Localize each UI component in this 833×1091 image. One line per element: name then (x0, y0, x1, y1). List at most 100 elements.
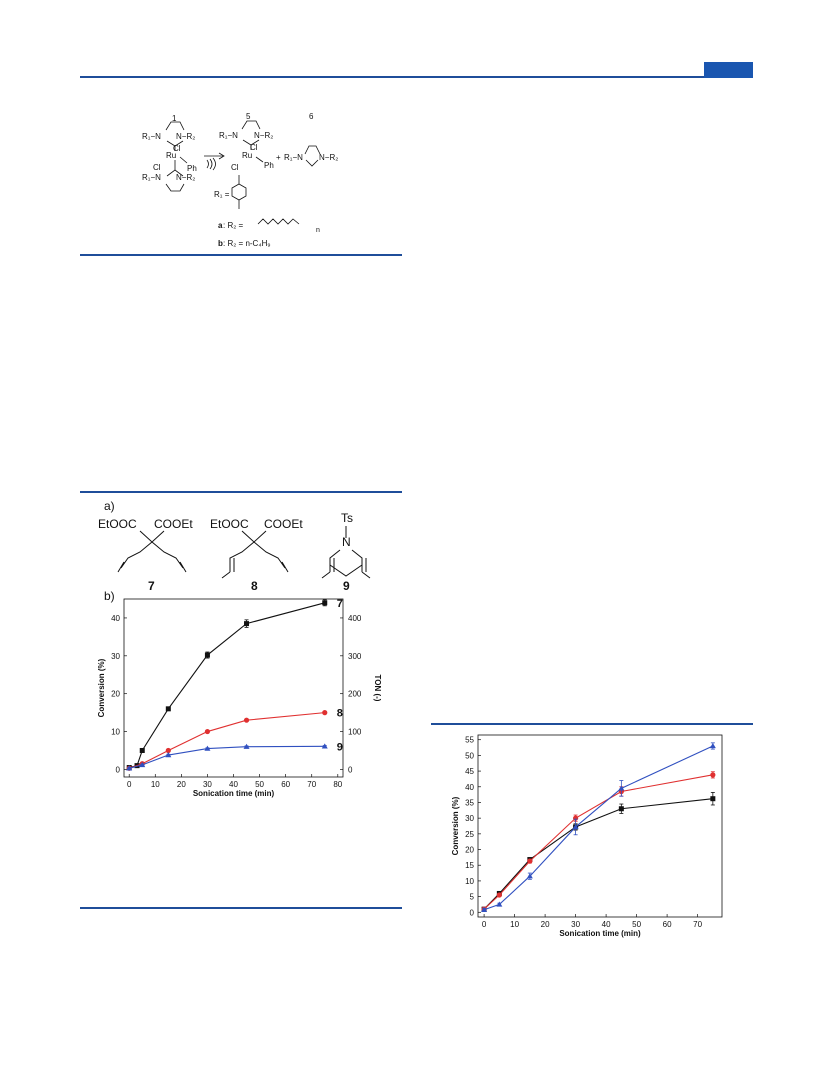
ester-left: EtOOC (98, 517, 137, 531)
data-point (526, 873, 533, 879)
data-point (322, 710, 328, 716)
nr2-label: N−R₂ (254, 131, 273, 140)
nr2-label: N−R₂ (176, 173, 195, 182)
y2-tick-label: 200 (348, 690, 362, 699)
scheme-bottom-rule (80, 254, 402, 256)
series-label: 9 (337, 741, 343, 753)
y2-axis-label: TON (-) (373, 675, 382, 702)
substrate-9 (321, 526, 371, 579)
x-tick-label: 10 (510, 920, 519, 929)
ph-label: Ph (264, 161, 274, 170)
data-point (165, 752, 172, 758)
a-definition: : R₂ = (223, 221, 244, 230)
figure-a-bottom-rule (80, 907, 402, 909)
x-tick-label: 20 (541, 920, 550, 929)
data-point (204, 728, 211, 735)
y-axis-label: Conversion (%) (97, 658, 106, 717)
data-point (496, 901, 503, 907)
y2-tick-label: 100 (348, 728, 362, 737)
x-tick-label: 40 (602, 920, 611, 929)
data-point (618, 785, 625, 791)
figure-a-top-rule (80, 491, 402, 493)
x-tick-label: 40 (229, 780, 238, 789)
substrate-7 (117, 530, 187, 573)
panel-label: b) (104, 589, 115, 603)
x-tick-label: 0 (482, 920, 487, 929)
imidazolidine-ring (304, 145, 321, 167)
r1n-label: R₁−N (142, 132, 161, 141)
series-line (483, 774, 713, 910)
data-point (139, 747, 145, 753)
x-tick-label: 70 (307, 780, 316, 789)
x-tick-label: 80 (333, 780, 342, 789)
ester-left: EtOOC (210, 517, 249, 531)
data-point (527, 858, 533, 864)
x-tick-label: 30 (571, 920, 580, 929)
ph-label: Ph (187, 164, 197, 173)
r1n-label: R₁−N (219, 131, 238, 140)
data-point (126, 765, 133, 771)
compound-label-8: 8 (251, 579, 258, 593)
page-tab (704, 62, 753, 78)
ester-right: COOEt (154, 517, 193, 531)
x-tick-label: 50 (255, 780, 264, 789)
data-point (322, 600, 328, 606)
data-point (243, 743, 250, 749)
series-line (483, 798, 713, 910)
y-tick-label: 10 (465, 877, 474, 886)
y-tick-label: 10 (111, 728, 120, 737)
arrowhead (218, 152, 225, 160)
series-line (483, 745, 714, 911)
a-label: a (218, 221, 223, 230)
y-tick-label: 25 (465, 830, 474, 839)
compound-label-7: 7 (148, 579, 155, 593)
r1-definition: R₁ = (214, 190, 230, 199)
data-point (321, 743, 328, 749)
figure-b-top-rule (431, 723, 753, 725)
y-tick-label: 55 (465, 736, 474, 745)
y-axis-label: Conversion (%) (451, 796, 460, 855)
x-axis-label: Sonication time (min) (193, 789, 275, 798)
data-point (710, 796, 716, 802)
y2-tick-label: 0 (348, 765, 353, 774)
y-tick-label: 20 (465, 846, 474, 855)
peg-chain (257, 218, 300, 225)
cl-label: Cl (153, 163, 161, 172)
series-label: 7 (337, 598, 343, 610)
y-tick-label: 0 (470, 908, 475, 917)
x-tick-label: 0 (127, 780, 132, 789)
data-point (572, 823, 579, 830)
r1n-label: R₁−N (142, 173, 161, 182)
benzylidene-bond (179, 156, 188, 164)
y-tick-label: 30 (465, 814, 474, 823)
y-tick-label: 5 (470, 893, 475, 902)
data-point (496, 892, 502, 898)
n-subscript: n (316, 227, 320, 234)
b-label: b (218, 239, 223, 248)
x-tick-label: 20 (177, 780, 186, 789)
y2-tick-label: 300 (348, 652, 362, 661)
series-line (129, 712, 325, 769)
compound-label-6: 6 (309, 112, 314, 121)
x-tick-label: 50 (632, 920, 641, 929)
cl-label: Cl (231, 163, 239, 172)
plus-sign: + (276, 153, 281, 162)
cl-label: Cl (250, 143, 258, 152)
compound-label-1: 1 (172, 114, 177, 123)
header-rule (80, 76, 753, 78)
data-point (139, 761, 146, 768)
ultrasound-icon (206, 157, 216, 171)
compound-label-9: 9 (343, 579, 350, 593)
series-line (129, 602, 325, 769)
y-tick-label: 40 (111, 614, 120, 623)
x-tick-label: 70 (693, 920, 702, 929)
substrate-8 (221, 530, 289, 579)
y2-tick-label: 400 (348, 614, 362, 623)
series-label: 8 (337, 708, 343, 720)
data-point (165, 747, 171, 754)
nr2-label: N−R₂ (176, 132, 195, 141)
benzylidene-bond (255, 156, 264, 163)
x-tick-label: 30 (203, 780, 212, 789)
data-point (243, 717, 250, 723)
